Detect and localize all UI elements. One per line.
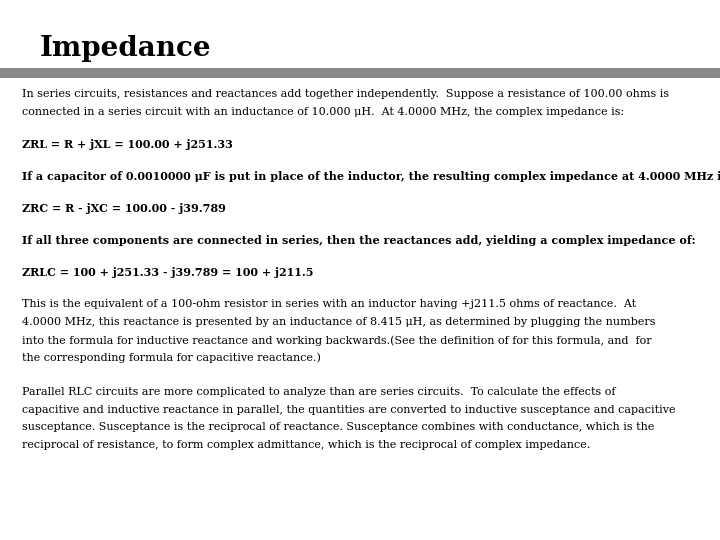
Text: 4.0000 MHz, this reactance is presented by an inductance of 8.415 μH, as determi: 4.0000 MHz, this reactance is presented … bbox=[22, 317, 655, 327]
Text: capacitive and inductive reactance in parallel, the quantities are converted to : capacitive and inductive reactance in pa… bbox=[22, 404, 675, 415]
Text: In series circuits, resistances and reactances add together independently.  Supp: In series circuits, resistances and reac… bbox=[22, 89, 669, 99]
Text: reciprocal of resistance, to form complex admittance, which is the reciprocal of: reciprocal of resistance, to form comple… bbox=[22, 440, 590, 450]
Text: Impedance: Impedance bbox=[40, 35, 211, 62]
Text: If a capacitor of 0.0010000 μF is put in place of the inductor, the resulting co: If a capacitor of 0.0010000 μF is put in… bbox=[22, 171, 720, 182]
Text: susceptance. Susceptance is the reciprocal of reactance. Susceptance combines wi: susceptance. Susceptance is the reciproc… bbox=[22, 422, 654, 433]
Text: connected in a series circuit with an inductance of 10.000 μH.  At 4.0000 MHz, t: connected in a series circuit with an in… bbox=[22, 107, 624, 117]
Text: into the formula for inductive reactance and working backwards.(See the definiti: into the formula for inductive reactance… bbox=[22, 335, 651, 346]
Text: ZRC = R - jXC = 100.00 - j39.789: ZRC = R - jXC = 100.00 - j39.789 bbox=[22, 203, 225, 214]
Text: the corresponding formula for capacitive reactance.): the corresponding formula for capacitive… bbox=[22, 353, 320, 363]
Text: ZRL = R + jXL = 100.00 + j251.33: ZRL = R + jXL = 100.00 + j251.33 bbox=[22, 139, 233, 150]
Bar bbox=[0, 68, 720, 78]
Text: This is the equivalent of a 100-ohm resistor in series with an inductor having +: This is the equivalent of a 100-ohm resi… bbox=[22, 299, 636, 309]
Text: ZRLC = 100 + j251.33 - j39.789 = 100 + j211.5: ZRLC = 100 + j251.33 - j39.789 = 100 + j… bbox=[22, 267, 313, 278]
Text: Parallel RLC circuits are more complicated to analyze than are series circuits. : Parallel RLC circuits are more complicat… bbox=[22, 387, 615, 397]
Text: If all three components are connected in series, then the reactances add, yieldi: If all three components are connected in… bbox=[22, 235, 696, 246]
